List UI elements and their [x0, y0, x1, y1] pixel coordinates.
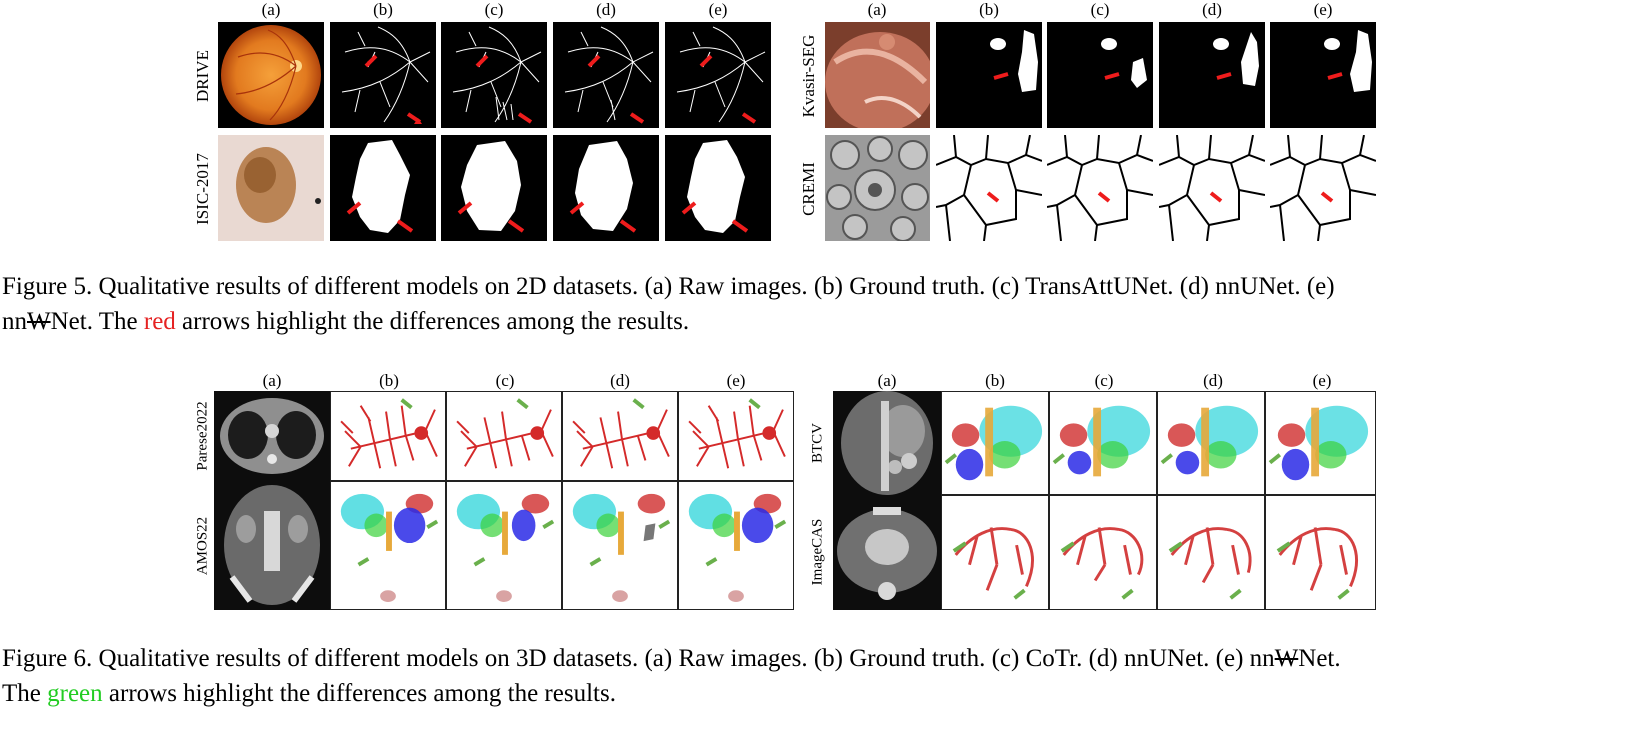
- column-header-c: (c): [484, 0, 504, 19]
- row-label-isic: ISIC-2017: [193, 153, 212, 225]
- amos-nnunet-organs: [562, 481, 678, 610]
- row-label-amos22: AMOS22: [194, 516, 211, 576]
- kvasir-nnwnet-mask: [1270, 22, 1376, 128]
- amos-nnwnet-organs: [678, 481, 794, 610]
- caption-text: arrows highlight the differences among t…: [102, 680, 616, 707]
- parese-nnunet-airway: [562, 391, 678, 481]
- row-label-imagecas: ImageCAS: [809, 518, 826, 586]
- caption-text: Net. The: [50, 308, 144, 335]
- parese-cotr-airway: [446, 391, 562, 481]
- amos-cotr-organs: [446, 481, 562, 610]
- column-header-d: (d): [596, 0, 616, 19]
- cremi-ground-truth-boundaries: [936, 135, 1042, 241]
- isic-raw-skin-image: [218, 135, 324, 241]
- kvasir-ground-truth-mask: [936, 22, 1042, 128]
- btcv-nnwnet-organs: [1265, 391, 1376, 495]
- amos-raw-ct-image: [214, 481, 330, 610]
- column-header-c: (c): [1090, 0, 1110, 19]
- caption-text: Figure 6. Qualitative results of differe…: [2, 645, 1275, 672]
- btcv-raw-ct-image: [833, 391, 941, 495]
- parese-nnwnet-airway: [678, 391, 794, 481]
- kvasir-transattunet-mask: [1047, 22, 1153, 128]
- figure-5-caption-line-2: nnWNet. The red arrows highlight the dif…: [2, 305, 689, 339]
- cremi-nnwnet-boundaries: [1270, 135, 1376, 241]
- drive-transattunet-vessels: [441, 22, 547, 128]
- column-header-d: (d): [1203, 371, 1223, 390]
- figure-6-caption-line-2: The green arrows highlight the differenc…: [2, 677, 616, 711]
- parese-ground-truth-airway: [330, 391, 446, 481]
- imagecas-nnwnet-arteries: [1265, 495, 1376, 610]
- btcv-cotr-organs: [1049, 391, 1157, 495]
- row-label-cremi: CREMI: [799, 162, 818, 216]
- isic-nnunet-mask: [553, 135, 659, 241]
- row-label-drive: DRIVE: [193, 50, 212, 102]
- struck-w-glyph: W: [1274, 645, 1299, 672]
- imagecas-ground-truth-arteries: [941, 495, 1049, 610]
- column-header-a: (a): [261, 0, 281, 19]
- column-header-b: (b): [373, 0, 393, 19]
- drive-raw-fundus-image: [218, 22, 324, 128]
- column-header-d: (d): [1202, 0, 1222, 19]
- isic-ground-truth-mask: [330, 135, 436, 241]
- imagecas-raw-ct-image: [833, 495, 941, 610]
- caption-text: nn: [2, 308, 27, 335]
- column-header-a: (a): [867, 0, 887, 19]
- cremi-raw-em-image: [825, 135, 930, 241]
- caption-text: Net.: [1298, 645, 1341, 672]
- btcv-nnunet-organs: [1157, 391, 1265, 495]
- column-header-b: (b): [979, 0, 999, 19]
- column-header-b: (b): [985, 371, 1005, 390]
- caption-red-word: red: [143, 308, 176, 335]
- kvasir-raw-endoscopy-image: [825, 22, 930, 128]
- column-header-a: (a): [262, 371, 282, 390]
- caption-text: arrows highlight the differences among t…: [175, 308, 690, 335]
- column-header-b: (b): [379, 371, 399, 390]
- imagecas-nnunet-arteries: [1157, 495, 1265, 610]
- row-label-parese2022: Parese2022: [194, 401, 211, 471]
- caption-green-word: green: [47, 680, 103, 707]
- row-label-kvasir: Kvasir-SEG: [799, 34, 818, 118]
- caption-text: The: [2, 680, 48, 707]
- amos-ground-truth-organs: [330, 481, 446, 610]
- struck-w-glyph: W: [27, 308, 51, 335]
- column-header-c: (c): [1094, 371, 1114, 390]
- column-header-e: (e): [1313, 0, 1333, 19]
- row-label-btcv: BTCV: [809, 422, 826, 464]
- column-header-e: (e): [726, 371, 746, 390]
- cremi-transattunet-boundaries: [1047, 135, 1153, 241]
- drive-nnwnet-vessels: [665, 22, 771, 128]
- kvasir-nnunet-mask: [1159, 22, 1265, 128]
- column-header-e: (e): [708, 0, 728, 19]
- figure-6-caption-line-1: Figure 6. Qualitative results of differe…: [2, 642, 1341, 676]
- column-header-e: (e): [1312, 371, 1332, 390]
- parese-raw-ct-image: [214, 391, 330, 481]
- isic-nnwnet-mask: [665, 135, 771, 241]
- column-header-c: (c): [495, 371, 515, 390]
- column-header-d: (d): [610, 371, 630, 390]
- drive-ground-truth-vessels: [330, 22, 436, 128]
- drive-nnunet-vessels: [553, 22, 659, 128]
- isic-transattunet-mask: [441, 135, 547, 241]
- cremi-nnunet-boundaries: [1159, 135, 1265, 241]
- column-header-a: (a): [877, 371, 897, 390]
- imagecas-cotr-arteries: [1049, 495, 1157, 610]
- btcv-ground-truth-organs: [941, 391, 1049, 495]
- figure-5-caption-line-1: Figure 5. Qualitative results of differe…: [2, 273, 1335, 300]
